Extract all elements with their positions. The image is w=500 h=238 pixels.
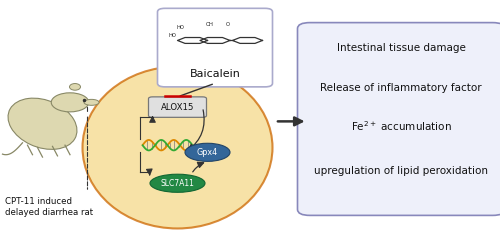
Ellipse shape [185,143,230,161]
Text: O: O [226,22,230,28]
Text: ALOX15: ALOX15 [161,103,194,112]
Text: Baicalein: Baicalein [190,69,240,79]
Ellipse shape [84,99,99,105]
Text: Intestinal tissue damage: Intestinal tissue damage [337,43,466,53]
Text: HO: HO [168,33,176,38]
Ellipse shape [150,174,205,192]
Ellipse shape [52,93,89,112]
Text: Release of inflammatory factor: Release of inflammatory factor [320,83,482,93]
Ellipse shape [70,84,80,90]
FancyBboxPatch shape [298,23,500,215]
FancyBboxPatch shape [158,8,272,87]
Ellipse shape [8,98,77,149]
Text: upregulation of lipid peroxidation: upregulation of lipid peroxidation [314,166,488,176]
Ellipse shape [82,67,272,228]
Text: Fe$^{2+}$ accumulation: Fe$^{2+}$ accumulation [351,119,452,133]
Text: Gpx4: Gpx4 [197,148,218,157]
Text: CPT-11 induced
delayed diarrhea rat: CPT-11 induced delayed diarrhea rat [5,197,93,217]
Text: OH: OH [206,22,214,28]
Text: HO: HO [176,25,184,30]
FancyBboxPatch shape [148,97,206,117]
Text: SLC7A11: SLC7A11 [160,179,194,188]
